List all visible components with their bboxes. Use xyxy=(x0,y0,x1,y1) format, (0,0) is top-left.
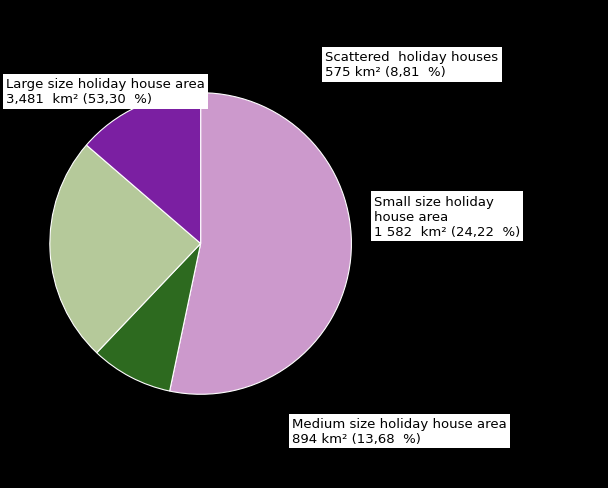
Text: Scattered  holiday houses
575 km² (8,81  %): Scattered holiday houses 575 km² (8,81 %… xyxy=(325,51,499,79)
Wedge shape xyxy=(97,244,201,391)
Text: Large size holiday house area
3,481  km² (53,30  %): Large size holiday house area 3,481 km² … xyxy=(6,78,205,106)
Wedge shape xyxy=(86,94,201,244)
Wedge shape xyxy=(50,146,201,353)
Wedge shape xyxy=(170,94,351,394)
Text: Small size holiday
house area
1 582  km² (24,22  %): Small size holiday house area 1 582 km² … xyxy=(374,195,520,238)
Text: Medium size holiday house area
894 km² (13,68  %): Medium size holiday house area 894 km² (… xyxy=(292,417,506,445)
